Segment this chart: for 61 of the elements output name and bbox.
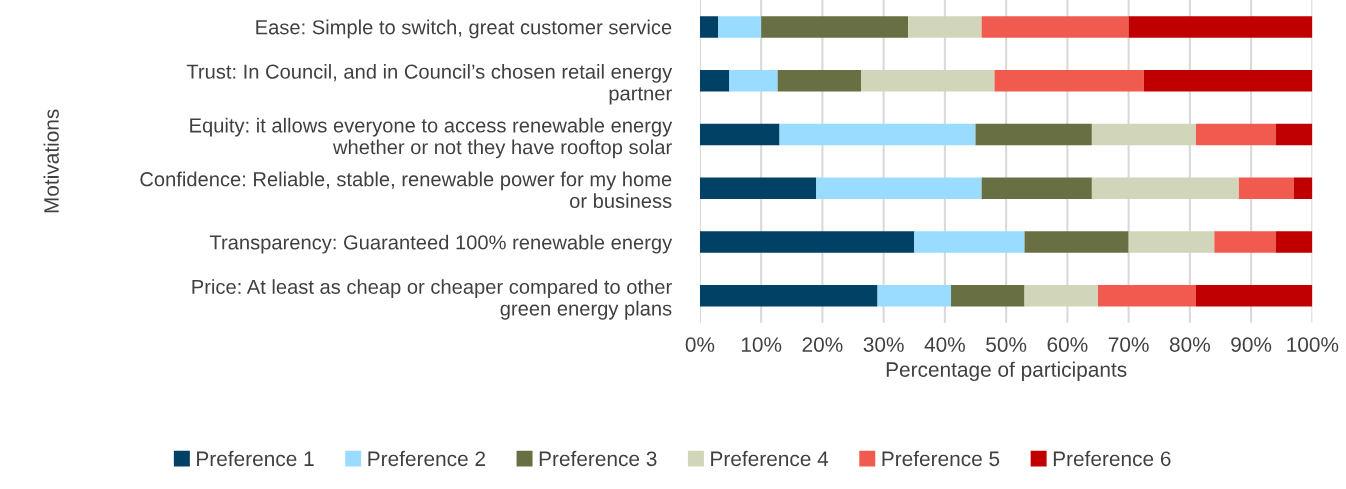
y-tick-label: Confidence: Reliable, stable, renewable power for my home or business [140,171,672,209]
x-tick-label: 90% [1231,337,1272,352]
bar [981,16,1129,38]
bar [1091,123,1196,146]
legend-label: Preference 1 [197,450,314,467]
bar [1293,177,1313,200]
legend-label: Preference 6 [1053,450,1171,467]
bar [1128,16,1313,38]
bar [1024,285,1098,307]
y-axis-title: Motivations [43,109,59,213]
x-tick-label: 0% [685,337,715,352]
bar [729,69,778,92]
bar [908,16,982,38]
x-tick-label: 60% [1047,337,1088,352]
bar [1195,285,1313,307]
bar [1275,123,1313,146]
bar [761,16,909,38]
x-tick-label: 20% [802,337,843,352]
x-tick-label: 80% [1169,337,1210,352]
bar [699,69,730,92]
bar [951,285,1025,307]
bar [699,231,915,253]
bar [877,285,952,307]
bar [975,123,1092,146]
bar [1143,69,1313,92]
bar [1195,123,1276,146]
bar [1238,177,1294,200]
bar [699,177,817,200]
bar [860,69,995,92]
bar [1098,285,1196,307]
bar [994,69,1144,92]
bar [779,123,976,146]
legend-label: Preference 2 [368,450,485,467]
bar [718,16,762,38]
legend-label: Preference 3 [539,450,657,467]
bar [1275,231,1313,253]
x-tick-label: 100% [1287,337,1339,352]
x-tick-label: 70% [1108,337,1149,352]
y-tick-label: Trust: In Council, and in Council’s chosen retail energy partner [186,64,673,105]
x-axis-title: Percentage of participants [886,361,1127,382]
bar [1091,177,1239,200]
bar [981,177,1092,200]
x-tick-label: 50% [986,337,1027,352]
x-tick-label: 10% [741,337,782,352]
bar [1024,231,1129,253]
bar [777,69,861,92]
legend-label: Preference 4 [711,450,829,467]
bar [1128,231,1215,253]
legend-label: Preference 5 [882,450,1000,467]
y-tick-label: Price: At least as cheap or cheaper compared to other green energy plans [192,279,672,320]
x-tick-label: 40% [924,337,965,352]
bar [699,123,780,146]
bar [1214,231,1276,253]
y-tick-label: Equity: it allows everyone to access renewable energy whether or not they have rooftop solar [190,117,673,159]
x-tick-label: 30% [863,337,904,352]
bar [699,16,719,38]
bar [816,177,982,200]
y-tick-label: Transparency: Guaranteed 100% renewable energy [209,234,673,254]
y-tick-label: Ease: Simple to switch, great customer service [256,19,672,39]
bar [914,231,1025,253]
bar [699,285,878,307]
